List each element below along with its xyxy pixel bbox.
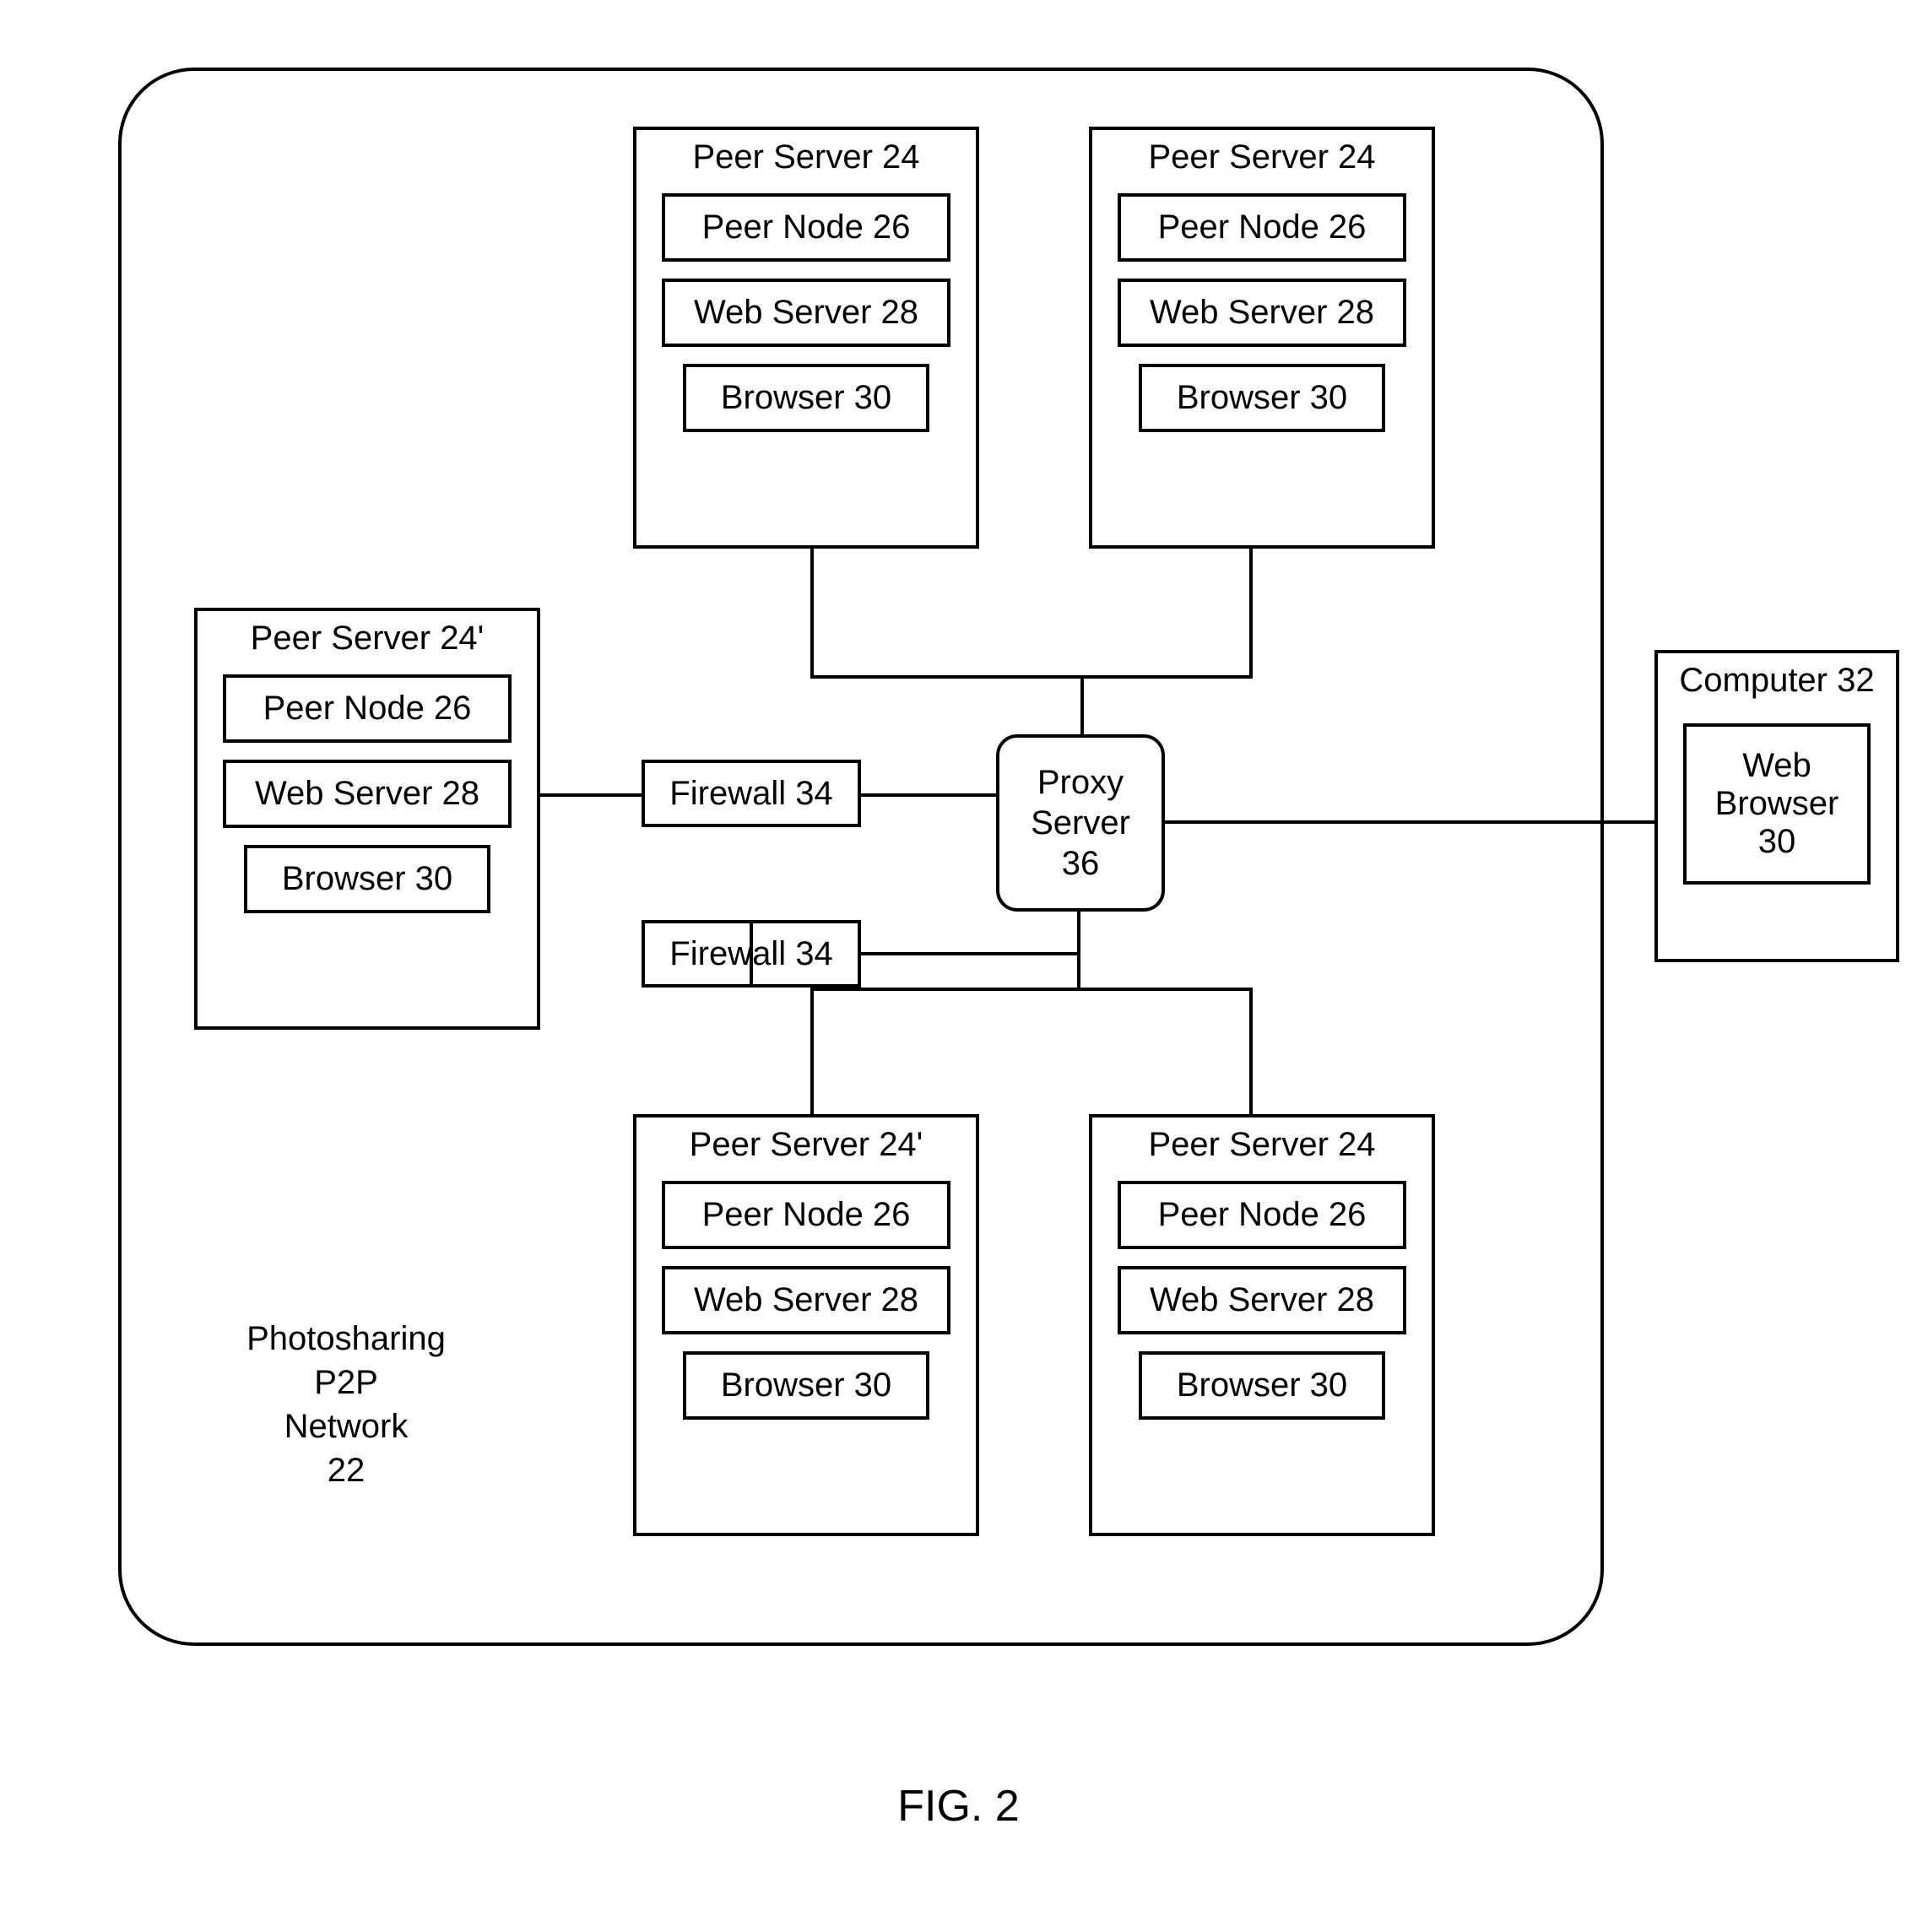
- computer-box: Computer 32 Web Browser 30: [1654, 650, 1899, 962]
- connector-line: [810, 675, 1084, 679]
- peer-node-box: Peer Node 26: [1118, 1181, 1406, 1249]
- peer-server-top-right: Peer Server 24 Peer Node 26 Web Server 2…: [1089, 127, 1435, 549]
- browser-box: Browser 30: [1139, 1351, 1385, 1420]
- browser-box: Browser 30: [683, 1351, 929, 1420]
- peer-node-box: Peer Node 26: [662, 1181, 950, 1249]
- connector-line: [861, 952, 1080, 955]
- proxy-server-box: Proxy Server 36: [996, 734, 1165, 912]
- network-label: Photosharing P2P Network 22: [228, 1317, 464, 1492]
- peer-server-left: Peer Server 24' Peer Node 26 Web Server …: [194, 608, 540, 1030]
- proxy-label: Proxy Server 36: [1031, 762, 1130, 884]
- peer-node-box: Peer Node 26: [1118, 193, 1406, 262]
- connector-line: [1077, 908, 1080, 991]
- figure-caption: FIG. 2: [897, 1781, 1019, 1832]
- browser-box: Browser 30: [683, 364, 929, 432]
- peer-node-box: Peer Node 26: [662, 193, 950, 262]
- connector-line: [540, 793, 645, 797]
- peer-server-bottom-right: Peer Server 24 Peer Node 26 Web Server 2…: [1089, 1114, 1435, 1536]
- browser-box: Browser 30: [244, 845, 490, 913]
- connector-line: [810, 549, 814, 675]
- peer-server-bottom-left: Peer Server 24' Peer Node 26 Web Server …: [633, 1114, 979, 1536]
- firewall-top-box: Firewall 34: [642, 760, 861, 827]
- connector-line: [750, 984, 814, 988]
- browser-box: Browser 30: [1139, 364, 1385, 432]
- firewall-label: Firewall 34: [669, 773, 832, 814]
- peer-node-box: Peer Node 26: [223, 674, 512, 743]
- peer-server-title: Peer Server 24: [636, 138, 976, 176]
- web-server-box: Web Server 28: [223, 760, 512, 828]
- peer-server-title: Peer Server 24: [1092, 138, 1432, 176]
- computer-title: Computer 32: [1658, 662, 1896, 700]
- connector-line: [810, 988, 1080, 991]
- connector-line: [1249, 988, 1253, 1118]
- connector-line: [1080, 675, 1084, 738]
- peer-server-title: Peer Server 24: [1092, 1126, 1432, 1164]
- connector-line: [1249, 549, 1253, 675]
- peer-server-title: Peer Server 24': [198, 620, 537, 658]
- web-server-box: Web Server 28: [1118, 279, 1406, 347]
- connector-line: [1080, 988, 1253, 991]
- connector-line: [810, 988, 814, 1118]
- connector-line: [861, 793, 999, 797]
- connector-line: [1165, 820, 1658, 824]
- web-server-box: Web Server 28: [662, 1266, 950, 1334]
- web-server-box: Web Server 28: [1118, 1266, 1406, 1334]
- web-server-box: Web Server 28: [662, 279, 950, 347]
- connector-line: [750, 920, 753, 988]
- connector-line: [1080, 675, 1253, 679]
- peer-server-title: Peer Server 24': [636, 1126, 976, 1164]
- web-browser-box: Web Browser 30: [1683, 723, 1871, 885]
- network-label-line1: Photosharing P2P Network 22: [228, 1317, 464, 1492]
- peer-server-top-left: Peer Server 24 Peer Node 26 Web Server 2…: [633, 127, 979, 549]
